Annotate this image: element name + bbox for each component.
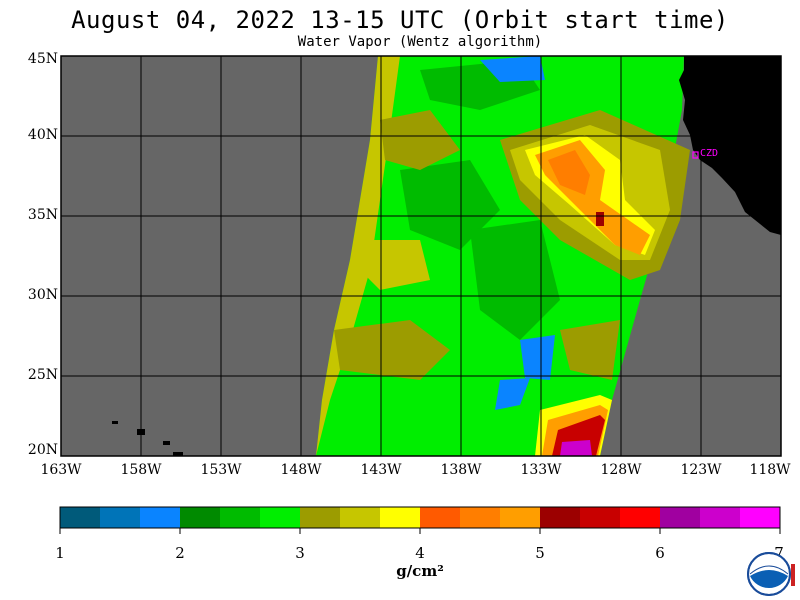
region-olive-1	[380, 110, 460, 170]
colorbar-tick-1: 1	[55, 544, 65, 562]
colorbar-swatch	[700, 507, 740, 528]
colorbar-swatch	[460, 507, 500, 528]
land-north-america	[679, 56, 781, 235]
lon-label-133w: 133W	[520, 462, 562, 478]
lat-label-30n: 30N	[27, 287, 58, 303]
lon-label-158w: 158W	[120, 462, 162, 478]
station-marker	[692, 151, 699, 159]
lon-label-143w: 143W	[360, 462, 402, 478]
south-magenta	[560, 440, 592, 456]
colorbar-tick-4: 4	[415, 544, 425, 562]
colorbar-swatch	[260, 507, 300, 528]
colorbar-swatch	[580, 507, 620, 528]
colorbar-swatch	[540, 507, 580, 528]
lon-label-163w: 163W	[40, 462, 82, 478]
colorbar-swatch	[740, 507, 780, 528]
lat-label-35n: 35N	[27, 207, 58, 223]
lat-label-40n: 40N	[27, 127, 58, 143]
lon-label-153w: 153W	[200, 462, 242, 478]
plume-dark-orange	[548, 150, 590, 195]
colorbar-tick-2: 2	[175, 544, 185, 562]
colorbar-swatch	[60, 507, 100, 528]
colorbar-swatch	[100, 507, 140, 528]
map-title: August 04, 2022 13-15 UTC (Orbit start t…	[71, 6, 729, 34]
grid-lines	[61, 56, 781, 456]
land-hawaii-3	[163, 441, 170, 445]
lon-label-138w: 138W	[440, 462, 482, 478]
colorbar-swatch	[340, 507, 380, 528]
lon-label-123w: 123W	[680, 462, 722, 478]
colorbar-swatch	[300, 507, 340, 528]
colorbar-swatch	[620, 507, 660, 528]
lon-label-128w: 128W	[600, 462, 642, 478]
lat-label-45n: 45N	[27, 51, 58, 67]
region-green-3	[470, 220, 560, 340]
colorbar-swatch	[660, 507, 700, 528]
lon-label-118w: 118W	[749, 462, 791, 478]
region-yellow-1	[360, 240, 430, 290]
colorbar-swatch	[380, 507, 420, 528]
map-frame	[60, 55, 782, 457]
map-subtitle: Water Vapor (Wentz algorithm)	[297, 34, 543, 50]
lon-label-148w: 148W	[280, 462, 322, 478]
colorbar-units: g/cm²	[396, 562, 444, 580]
region-blue-1	[480, 56, 545, 82]
lat-label-20n: 20N	[27, 442, 58, 458]
colorbar	[59, 506, 781, 534]
colorbar-tick-5: 5	[535, 544, 545, 562]
region-green-2	[400, 160, 500, 250]
region-blue-2	[520, 335, 555, 380]
colorbar-swatch	[180, 507, 220, 528]
lat-label-25n: 25N	[27, 367, 58, 383]
colorbar-tick-6: 6	[655, 544, 665, 562]
region-olive-3	[560, 320, 620, 380]
land-hawaii-4	[173, 452, 183, 456]
land-hawaii-1	[112, 421, 118, 424]
colorbar-tick-7: 7	[774, 544, 784, 562]
plume-core	[596, 212, 604, 226]
noaa-logo-icon[interactable]	[745, 550, 797, 598]
colorbar-tick-3: 3	[295, 544, 305, 562]
colorbar-swatch	[420, 507, 460, 528]
colorbar-swatch	[500, 507, 540, 528]
region-blue-3	[495, 378, 530, 410]
colorbar-swatch	[140, 507, 180, 528]
swath-west-edge	[316, 56, 400, 456]
region-olive-2	[334, 320, 450, 380]
station-label: CZD	[700, 148, 718, 159]
colorbar-swatch	[220, 507, 260, 528]
